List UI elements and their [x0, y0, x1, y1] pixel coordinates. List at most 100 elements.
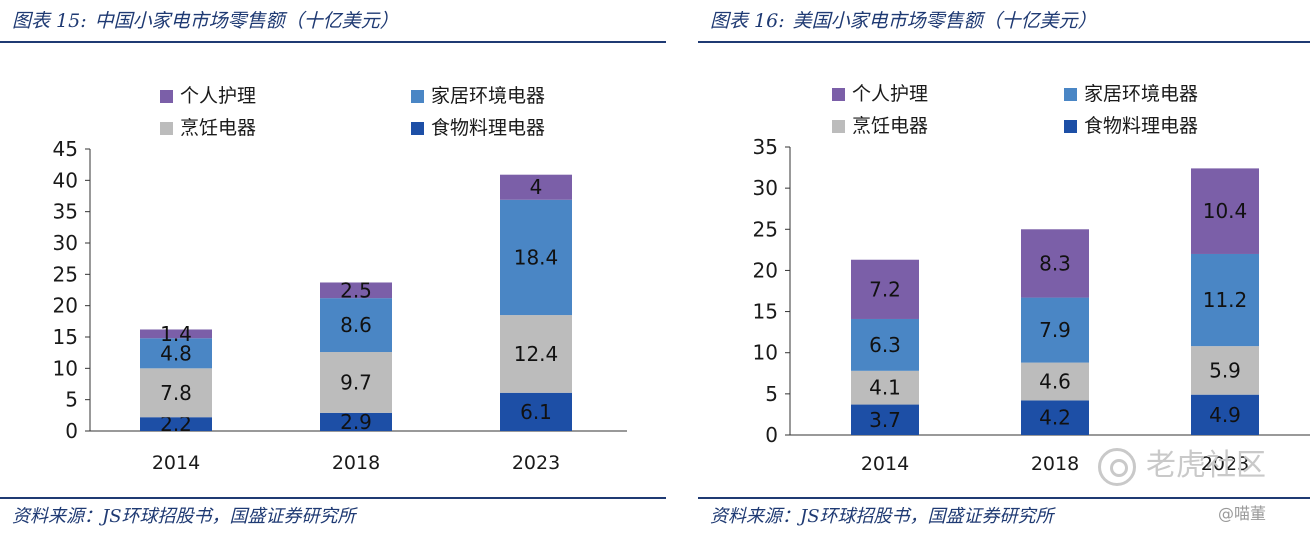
- x-tick-label: 2014: [152, 452, 200, 474]
- bar-segment-personal_care: [1021, 229, 1089, 298]
- y-tick-label: 10: [53, 356, 78, 380]
- y-tick-label: 0: [765, 423, 778, 447]
- watermark-logo: 老虎社区: [1098, 440, 1266, 486]
- bar-segment-cooking: [320, 352, 392, 413]
- y-tick-label: 5: [765, 382, 778, 406]
- data-label: 6.3: [869, 333, 901, 357]
- legend-label: 个人护理: [180, 85, 256, 107]
- bar-segment-personal_care: [1191, 168, 1259, 254]
- legend-label: 烹饪电器: [180, 117, 256, 139]
- bar-segment-home_env: [320, 298, 392, 353]
- legend-swatch: [411, 90, 424, 103]
- bar-segment-cooking: [500, 315, 572, 393]
- data-label: 9.7: [340, 370, 372, 394]
- figure-title-text: 中国小家电市场零售额（十亿美元）: [94, 10, 399, 32]
- x-tick-label: 2014: [861, 453, 909, 475]
- data-label: 4.2: [1039, 406, 1071, 430]
- x-tick-label: 2018: [332, 452, 380, 474]
- bar-segment-personal_care: [320, 282, 392, 299]
- legend-label: 食物料理电器: [431, 117, 545, 139]
- data-label: 2.5: [340, 278, 372, 302]
- chart-title: 图表 15: 中国小家电市场零售额（十亿美元）: [12, 6, 407, 33]
- data-label: 2.9: [340, 410, 372, 434]
- data-label: 18.4: [514, 245, 559, 269]
- bar-segment-home_env: [851, 318, 919, 371]
- bar-segment-home_env: [1191, 253, 1259, 347]
- data-label: 4.8: [160, 341, 192, 365]
- legend-swatch: [832, 120, 845, 133]
- chart-panel-china: 图表 15: 中国小家电市场零售额（十亿美元） 0 5 10 15 20 25 30 35 40 4…: [0, 6, 666, 527]
- x-tick-label: 2023: [512, 452, 560, 474]
- y-tick-label: 15: [753, 300, 778, 324]
- y-tick-label: 20: [753, 258, 778, 282]
- legend-label: 家居环境电器: [1084, 83, 1198, 105]
- legend-swatch: [411, 122, 424, 135]
- bar-segment-personal_care: [851, 259, 919, 319]
- y-tick-label: 30: [753, 176, 778, 200]
- data-label: 7.9: [1039, 318, 1071, 342]
- bar-segment-personal_care: [140, 329, 212, 339]
- data-label: 6.1: [520, 400, 552, 424]
- data-label: 7.8: [160, 381, 192, 405]
- figure-title-text: 美国小家电市场零售额（十亿美元）: [792, 10, 1097, 32]
- legend-swatch: [1064, 88, 1077, 101]
- title-rule: [698, 41, 1310, 43]
- data-label: 11.2: [1203, 288, 1248, 312]
- y-tick-label: 30: [53, 231, 78, 255]
- legend-label: 食物料理电器: [1084, 115, 1198, 137]
- bar-segment-cooking: [1021, 362, 1089, 401]
- legend-label: 家居环境电器: [431, 85, 545, 107]
- tiger-logo-icon: [1098, 447, 1136, 486]
- figure-number: 图表 16:: [710, 10, 785, 32]
- y-tick-label: 35: [753, 135, 778, 159]
- data-label: 3.7: [869, 408, 901, 432]
- data-label: 4: [530, 175, 543, 199]
- bar-segment-cooking: [140, 368, 212, 418]
- watermark-text: 老虎社区: [1146, 448, 1266, 483]
- bar-segment-cooking: [1191, 346, 1259, 395]
- bar-segment-food_prep: [140, 417, 212, 431]
- y-tick-label: 0: [65, 419, 78, 443]
- x-tick-label: 2018: [1031, 453, 1079, 475]
- source-rule: [0, 497, 666, 499]
- source-rule: [698, 497, 1310, 499]
- stacked-bar-chart-us: 0 5 10 15 20 25 30 35 2014 2018 2023 3.7 4.1 6.3 7.2 4.…: [753, 83, 1310, 475]
- figure-number: 图表 15:: [12, 10, 87, 32]
- legend-swatch: [1064, 120, 1077, 133]
- bar-segment-food_prep: [320, 412, 392, 431]
- data-label: 12.4: [514, 342, 559, 366]
- data-label: 8.3: [1039, 251, 1071, 275]
- source-note: 资料来源：JS环球招股书，国盛证券研究所: [710, 506, 1054, 527]
- legend-label: 烹饪电器: [852, 115, 928, 137]
- title-rule: [0, 41, 666, 43]
- y-tick-label: 25: [53, 262, 78, 286]
- data-label: 7.2: [869, 277, 901, 301]
- chart-panel-us: 图表 16: 美国小家电市场零售额（十亿美元） 0 5 10 15 20 25 30 35 201…: [698, 0, 1310, 536]
- data-label: 8.6: [340, 313, 372, 337]
- bar-segment-home_env: [1021, 297, 1089, 363]
- x-tick-label: 2023: [1201, 453, 1249, 475]
- chart-title: 图表 16: 美国小家电市场零售额（十亿美元）: [710, 6, 1105, 33]
- legend-swatch: [160, 90, 173, 103]
- bar-segment-food_prep: [1191, 394, 1259, 435]
- bar-segment-personal_care: [500, 174, 572, 200]
- y-tick-label: 10: [753, 341, 778, 365]
- data-label: 4.6: [1039, 370, 1071, 394]
- legend-swatch: [160, 122, 173, 135]
- bar-segment-food_prep: [500, 392, 572, 431]
- bar-segment-food_prep: [1021, 400, 1089, 435]
- y-tick-label: 15: [53, 325, 78, 349]
- bar-segment-cooking: [851, 370, 919, 405]
- data-label: 1.4: [160, 322, 192, 346]
- bar-segment-home_env: [140, 338, 212, 369]
- bar-segment-home_env: [500, 199, 572, 316]
- legend-swatch: [832, 88, 845, 101]
- y-tick-label: 20: [53, 294, 78, 318]
- y-tick-label: 25: [753, 217, 778, 241]
- y-tick-label: 45: [53, 137, 78, 161]
- data-label: 10.4: [1203, 199, 1248, 223]
- data-label: 5.9: [1209, 358, 1241, 382]
- y-tick-label: 5: [65, 388, 78, 412]
- legend-label: 个人护理: [852, 83, 928, 105]
